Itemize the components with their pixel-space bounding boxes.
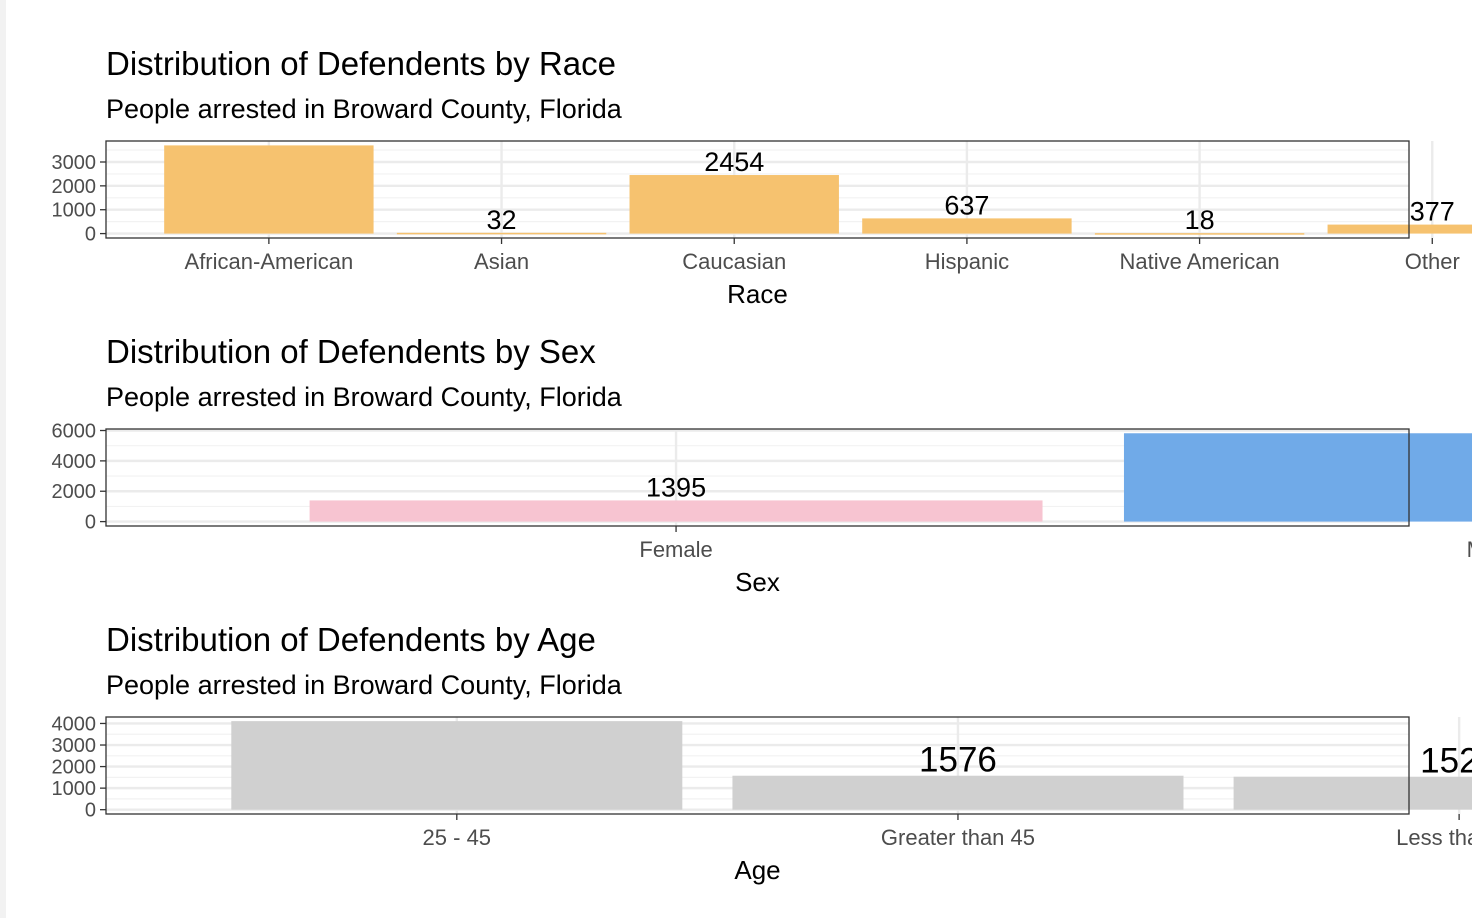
sex-chart: Distribution of Defendents by Sex People… xyxy=(0,288,1472,597)
chart-subtitle: People arrested in Broward County, Flori… xyxy=(106,94,622,124)
bar-25-45 xyxy=(231,721,683,810)
chart-subtitle: People arrested in Broward County, Flori… xyxy=(106,382,622,412)
sex-bar-plot: 1395 0 2000 4000 6000 Female Male Sex xyxy=(52,421,1472,597)
x-tick-label-25-45: 25 - 45 xyxy=(423,825,492,850)
x-tick-label-male: Male xyxy=(1467,537,1472,562)
value-label-other: 377 xyxy=(1410,197,1455,227)
x-tick-label-other: Other xyxy=(1405,249,1460,274)
y-tick-label: 4000 xyxy=(52,451,97,473)
panel-border xyxy=(105,716,1410,815)
bar-caucasian xyxy=(629,175,839,234)
y-tick-label: 3000 xyxy=(52,735,97,757)
x-tick-label-caucasian: Caucasian xyxy=(682,249,786,274)
bar-native-american xyxy=(1094,233,1305,235)
y-tick-label: 3000 xyxy=(52,152,97,174)
bar-african-american xyxy=(164,145,374,234)
y-tick-label: 1000 xyxy=(52,778,97,800)
x-tick-label-hispanic: Hispanic xyxy=(925,249,1009,274)
y-tick-label: 0 xyxy=(85,800,96,822)
bar-asian xyxy=(396,232,607,235)
value-label-caucasian: 2454 xyxy=(704,147,764,177)
y-tick-label: 2000 xyxy=(52,757,97,779)
y-tick-label: 0 xyxy=(85,224,96,246)
y-tick-label: 2000 xyxy=(52,176,97,198)
y-tick-label: 2000 xyxy=(52,481,97,503)
race-chart: Distribution of Defendents by Race Peopl… xyxy=(0,0,1472,309)
chart-title: Distribution of Defendents by Sex xyxy=(106,333,596,370)
window-edge-strip xyxy=(0,0,6,918)
y-tick-label: 1000 xyxy=(52,200,97,222)
bar-hispanic xyxy=(862,218,1072,234)
x-tick-label-less-than-25: Less than 25 xyxy=(1396,825,1472,850)
x-tick-label-asian: Asian xyxy=(474,249,529,274)
x-tick-label-native-american: Native American xyxy=(1119,249,1279,274)
chart-subtitle: People arrested in Broward County, Flori… xyxy=(106,670,622,700)
x-tick-label-african-american: African-American xyxy=(185,249,354,274)
bar-greater-than-45 xyxy=(732,775,1184,810)
y-tick-label: 4000 xyxy=(52,713,97,735)
value-label-hispanic: 637 xyxy=(944,190,989,220)
bar-male xyxy=(1123,433,1472,522)
value-label-asian: 32 xyxy=(487,205,517,235)
bar-female xyxy=(309,500,1043,522)
value-label-native-american: 18 xyxy=(1185,205,1215,235)
chart-title: Distribution of Defendents by Race xyxy=(106,45,616,82)
x-tick-label-female: Female xyxy=(639,537,712,562)
x-axis-title: Age xyxy=(734,855,780,885)
y-tick-label: 0 xyxy=(85,512,96,534)
chart-title: Distribution of Defendents by Age xyxy=(106,621,596,658)
y-tick-label: 6000 xyxy=(52,421,97,443)
x-axis-title: Race xyxy=(727,279,788,309)
x-tick-label-greater-than-45: Greater than 45 xyxy=(881,825,1035,850)
value-label-female: 1395 xyxy=(646,472,706,502)
bar-other xyxy=(1327,224,1472,234)
bar-less-than-25 xyxy=(1233,776,1472,810)
age-chart: Distribution of Defendents by Age People… xyxy=(0,576,1472,885)
value-label-greater-than-45: 1576 xyxy=(919,741,997,780)
panel-border xyxy=(105,140,1410,239)
panel-border xyxy=(105,428,1410,527)
x-axis-title: Sex xyxy=(735,567,780,597)
value-label-less-than-25: 1529 xyxy=(1420,742,1472,781)
